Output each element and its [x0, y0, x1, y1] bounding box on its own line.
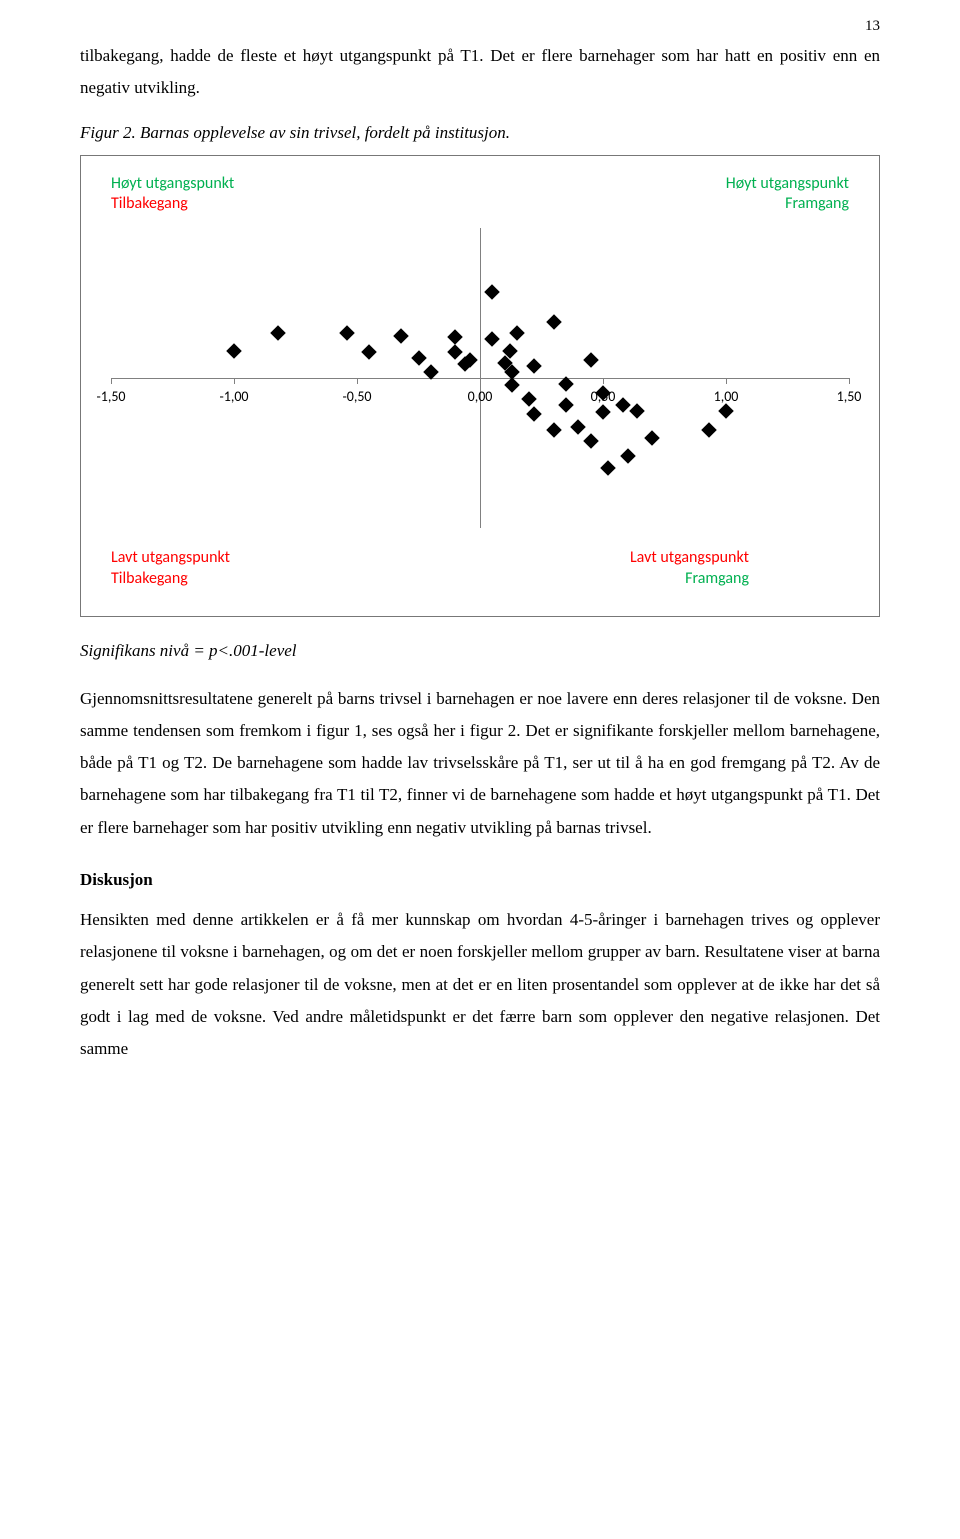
data-point	[526, 358, 542, 374]
data-point	[571, 419, 587, 435]
quadrant-label-bottom-right: Lavt utgangspunkt Framgang	[630, 548, 749, 590]
heading-discussion: Diskusjon	[80, 870, 880, 890]
data-point	[583, 352, 599, 368]
data-point	[701, 422, 717, 438]
data-point	[521, 391, 537, 407]
data-point	[411, 350, 427, 366]
data-point	[504, 377, 520, 393]
data-point	[448, 329, 464, 345]
paragraph-intro: tilbakegang, hadde de fleste et høyt utg…	[80, 40, 880, 105]
significance-note: Signifikans nivå = p<.001-level	[80, 641, 880, 661]
figure-caption: Figur 2. Barnas opplevelse av sin trivse…	[80, 123, 880, 143]
x-tick	[849, 378, 850, 384]
data-point	[615, 397, 631, 413]
data-point	[546, 422, 562, 438]
chart-plot-area: Høyt utgangspunkt Tilbakegang Høyt utgan…	[81, 168, 879, 608]
x-tick	[726, 378, 727, 384]
x-tick	[357, 378, 358, 384]
quadrant-label-bottom-left: Lavt utgangspunkt Tilbakegang	[111, 548, 230, 590]
x-tick-label: -0,50	[342, 388, 371, 405]
data-point	[718, 403, 734, 419]
data-point	[485, 284, 501, 300]
label-line: Høyt utgangspunkt	[726, 174, 849, 193]
data-point	[600, 460, 616, 476]
x-tick	[480, 378, 481, 384]
x-tick	[234, 378, 235, 384]
quadrant-label-top-left: Høyt utgangspunkt Tilbakegang	[111, 174, 234, 216]
data-point	[526, 406, 542, 422]
x-tick-label: -1,00	[219, 388, 248, 405]
data-point	[546, 314, 562, 330]
paragraph-results: Gjennomsnittsresultatene generelt på bar…	[80, 683, 880, 844]
data-point	[226, 343, 242, 359]
data-point	[270, 325, 286, 341]
label-line: Tilbakegang	[111, 569, 188, 588]
page: 13 tilbakegang, hadde de fleste et høyt …	[0, 0, 960, 1124]
data-point	[620, 448, 636, 464]
label-line: Lavt utgangspunkt	[630, 548, 749, 567]
data-point	[558, 397, 574, 413]
label-line: Lavt utgangspunkt	[111, 548, 230, 567]
x-tick-label: 0,00	[468, 388, 493, 405]
label-line: Høyt utgangspunkt	[111, 174, 234, 193]
label-line: Framgang	[685, 569, 749, 588]
x-tick-label: -1,50	[96, 388, 125, 405]
data-point	[485, 331, 501, 347]
data-point	[362, 344, 378, 360]
data-point	[393, 328, 409, 344]
page-number: 13	[865, 18, 880, 35]
x-tick-label: 1,00	[714, 388, 739, 405]
x-tick-label: 1,50	[837, 388, 862, 405]
data-point	[509, 325, 525, 341]
x-tick	[603, 378, 604, 384]
x-tick	[111, 378, 112, 384]
data-point	[339, 325, 355, 341]
scatter-chart: Høyt utgangspunkt Tilbakegang Høyt utgan…	[80, 155, 880, 617]
data-point	[644, 430, 660, 446]
data-point	[448, 344, 464, 360]
data-point	[630, 403, 646, 419]
paragraph-discussion: Hensikten med denne artikkelen er å få m…	[80, 904, 880, 1065]
label-line: Tilbakegang	[111, 194, 188, 213]
quadrant-label-top-right: Høyt utgangspunkt Framgang	[726, 174, 849, 216]
data-point	[595, 404, 611, 420]
data-point	[583, 433, 599, 449]
label-line: Framgang	[785, 194, 849, 213]
